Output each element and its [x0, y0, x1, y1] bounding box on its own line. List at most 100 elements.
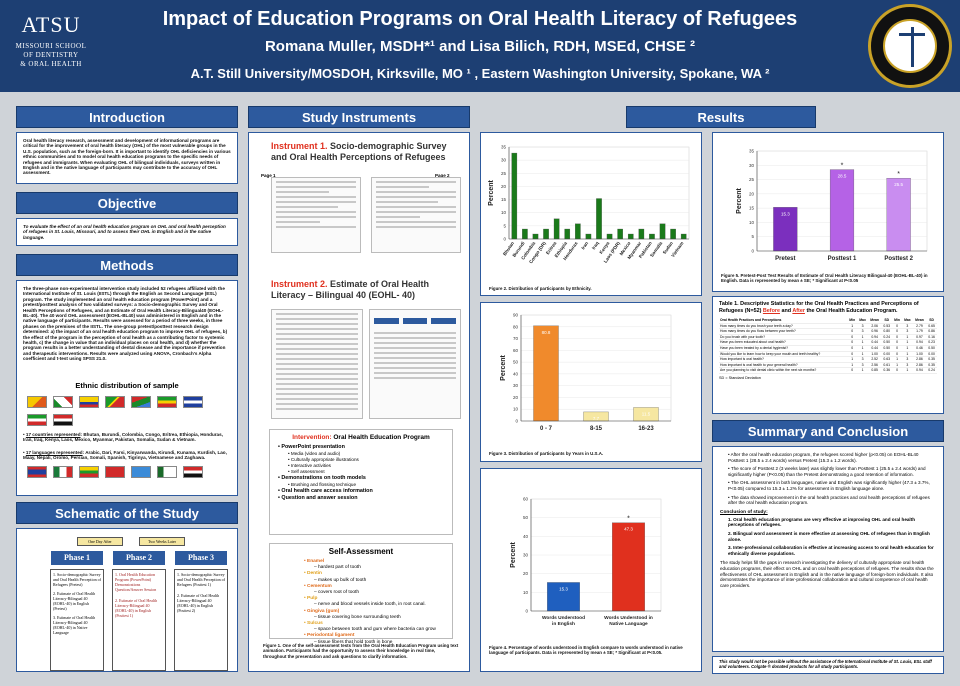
table-row: Do you brush with your tooth? 0 1 0.94 0.24 0…	[719, 334, 937, 341]
x-tick-label: 0 - 7	[540, 426, 553, 432]
school-seal-icon	[868, 4, 952, 88]
flag-icon	[79, 465, 99, 478]
data-label: 80.8	[542, 330, 551, 335]
table-cell: 0.50	[881, 345, 893, 352]
table-cell: 0.63	[881, 356, 893, 363]
figure-5-caption: Figure 5. Pretest-Post Test Results of E…	[721, 273, 928, 284]
self-assessment-term-desc: – hardest part of tooth	[314, 565, 361, 571]
table-cell: 0.36	[881, 367, 893, 374]
x-tick-label: Words Understood in	[604, 615, 653, 621]
table-cell: 0.24	[926, 367, 937, 374]
table-cell: How many times do you brush your teeth a…	[719, 323, 848, 330]
y-tick-label: 0	[515, 419, 518, 424]
table-cell: 0	[847, 351, 858, 358]
summary-bullet: • The OHL assessment in both languages, …	[728, 480, 930, 491]
table-cell: 1	[847, 362, 858, 369]
table-title-suffix: the Oral Health Education Program.	[804, 308, 898, 314]
intervention-subitem-label: Interactive activities	[290, 463, 331, 468]
table-cell: 2.06	[867, 323, 882, 330]
y-axis-label: Percent	[500, 354, 507, 380]
data-label: 28.5	[838, 174, 847, 179]
table-cell: 0.94	[867, 334, 882, 341]
bar	[638, 228, 645, 240]
self-assessment-term-desc: – covers root of tooth	[314, 590, 360, 596]
table-cell: 0.94	[912, 367, 927, 374]
self-assessment-term-desc: – nerve and blood vessels inside tooth, …	[314, 602, 426, 608]
table-cell: 3	[901, 356, 913, 363]
y-tick-label: 25	[501, 171, 507, 176]
table-header-cell: Mean	[867, 318, 882, 324]
y-tick-label: 0	[503, 237, 506, 242]
y-tick-label: 50	[523, 515, 529, 520]
x-tick-label: Words Understood	[542, 615, 585, 621]
bar	[606, 233, 613, 240]
bar	[522, 228, 528, 240]
summary-bullet-text: The OHL assessment in both languages, na…	[728, 480, 930, 491]
intervention-item-label: Oral health care access information	[281, 488, 373, 494]
bar	[564, 228, 571, 240]
table-cell: 1	[901, 367, 913, 374]
y-tick-label: 30	[513, 383, 519, 388]
self-assessment-term-label: • Gingiva (gum)	[304, 608, 340, 614]
table-cell: 0.50	[926, 345, 937, 352]
table-header-cell: Oral Health Practices and Perceptions	[719, 318, 848, 324]
table-header-cell: SD	[881, 318, 893, 324]
intervention-title: Intervention: Oral Health Education Prog…	[278, 434, 444, 441]
table-cell: 0.24	[881, 334, 893, 341]
acknowledgement-text: This study would not be possible without…	[719, 659, 932, 669]
y-tick-label: 0	[751, 249, 754, 254]
table-cell: 2.56	[867, 362, 882, 369]
x-tick-label: 16-23	[638, 426, 654, 432]
table-cell: 1	[857, 339, 868, 346]
table-cell: 1	[857, 351, 868, 358]
phase2-step-2: 2. Estimate of Oral Health Literacy-Bili…	[115, 598, 158, 618]
table-header-cell: Mean	[912, 318, 927, 324]
significance-marker: *	[627, 516, 630, 523]
y-tick-label: 10	[523, 590, 529, 595]
y-tick-label: 70	[513, 336, 519, 341]
conclusion-heading: Conclusion of study:	[720, 509, 768, 515]
table-cell: 0	[892, 334, 902, 341]
significance-marker: *	[841, 163, 844, 170]
table-cell: 0.85	[867, 367, 882, 374]
instrument-1-title: Instrument 1. Socio-demographic Survey a…	[271, 141, 461, 163]
table-cell: 0.65	[926, 323, 937, 330]
self-assessment-term-desc: – tissue fibers that hold tooth in bone	[314, 639, 393, 645]
table-cell: Would you like to learn how to keep your…	[719, 351, 848, 358]
x-tick-label: Iraq	[591, 241, 600, 251]
table-row: How many times do you floss between your…	[719, 328, 937, 335]
figure-4-panel: 0 10 20 30 40 50 60 Percent 15.3 Words Understood…	[480, 468, 702, 672]
pretest-posttest-bar-chart: 0 5 10 15 20 25 30 35 Percent 15.3 Pretest 28.5 * Pos…	[736, 149, 928, 262]
table-cell: 0.35	[926, 356, 937, 363]
languages-text: : Arabic, Dari, Farsi, Kinyarwanda, Kiru…	[23, 449, 227, 461]
flag-icon	[79, 396, 99, 408]
table-cell: 1	[857, 345, 868, 352]
countries-text: : Bhutan, Burundi, Colombia, Congo, Erit…	[23, 432, 223, 443]
x-tick-label: Posttest 2	[884, 256, 913, 262]
phase1-step-1: 1. Socio-demographic Survey and Oral Hea…	[53, 572, 101, 587]
y-axis-label: Percent	[488, 179, 495, 205]
table-cell: 1	[901, 345, 913, 352]
table-header-cell: Min	[847, 318, 858, 324]
introduction-panel: Oral health literacy research, assessmen…	[16, 132, 238, 184]
intervention-label: Intervention:	[292, 434, 332, 441]
intervention-item: • Question and answer session	[278, 495, 358, 501]
phase3-step-2: 2. Estimate of Oral Health Literacy-Bili…	[177, 593, 220, 613]
flag-icon	[27, 396, 47, 408]
closing-text: The study helps fill the gaps in researc…	[720, 560, 934, 588]
significance-marker: *	[897, 171, 900, 178]
table-cell: 1.00	[867, 351, 882, 358]
table-cell: 0.80	[881, 328, 893, 335]
y-tick-label: 35	[749, 149, 755, 154]
table-cell: 0.97	[912, 334, 927, 341]
table-cell: 3	[857, 323, 868, 330]
methods-panel: The three-phase non-experimental interve…	[16, 280, 238, 496]
y-tick-label: 35	[501, 145, 507, 150]
poster-affiliation: A.T. Still University/MOSDOH, Kirksville…	[190, 66, 770, 81]
section-results: Results	[626, 106, 816, 128]
conclusion-item: 1. Oral health education programs are ve…	[728, 516, 916, 528]
self-assessment-term-label: • Cementum	[304, 583, 332, 589]
intervention-item-label: Question and answer session	[281, 495, 358, 501]
atsu-logo: ATSU MISSOURI SCHOOL OF DENTISTRY & ORAL…	[8, 8, 94, 86]
summary-bullet: • The data showed improvement in the ora…	[728, 494, 930, 506]
